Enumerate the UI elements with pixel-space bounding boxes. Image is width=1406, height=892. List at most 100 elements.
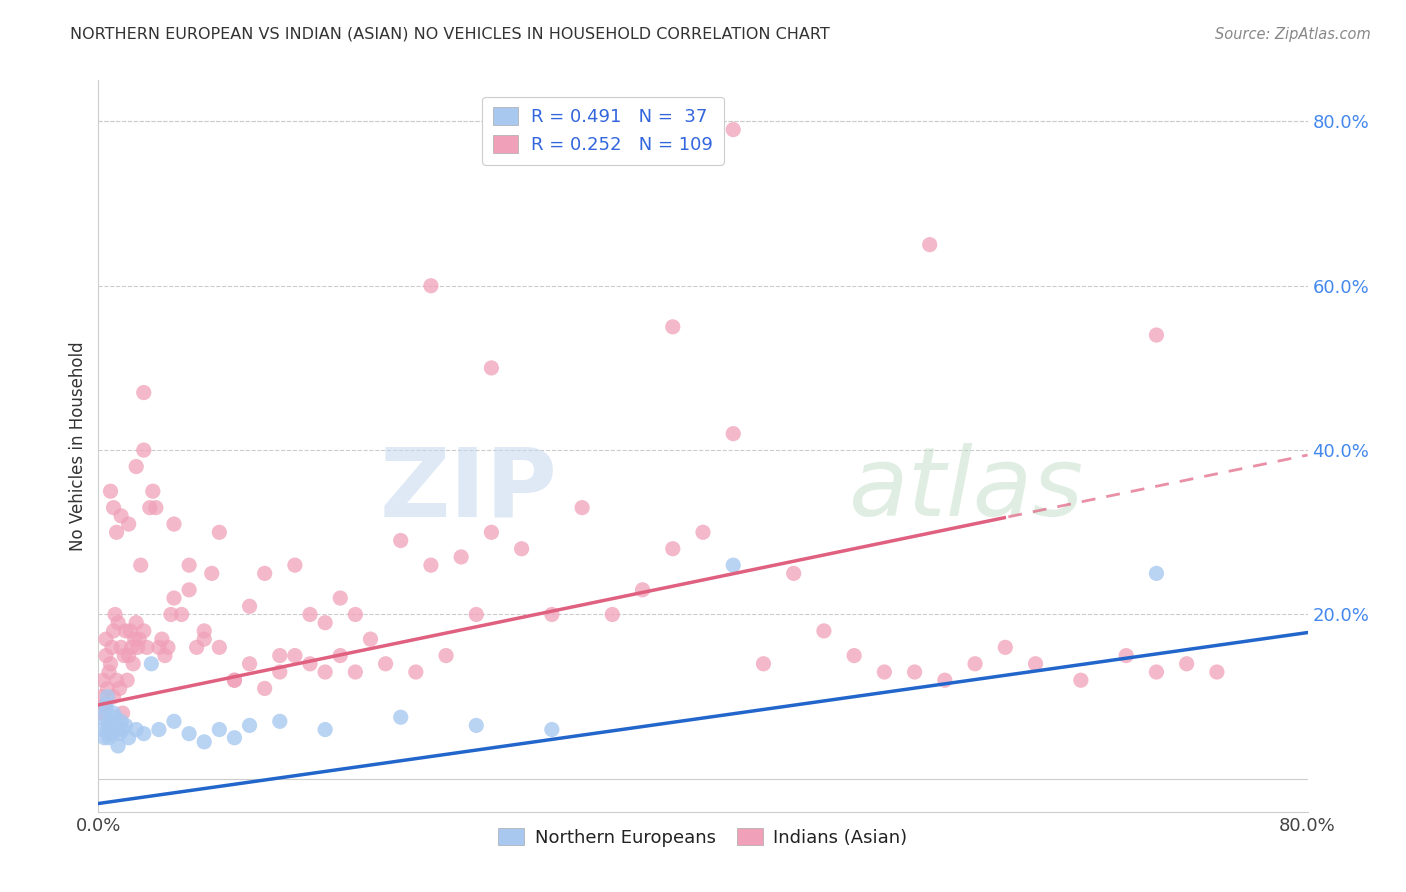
Point [1070, 673, 1092, 688]
Point [723, 426, 745, 441]
Point [994, 640, 1017, 655]
Point [253, 566, 276, 581]
Point [344, 665, 367, 679]
Point [153, 648, 176, 663]
Point [100, 657, 122, 671]
Point [299, 607, 322, 622]
Point [179, 582, 201, 597]
Point [100, 718, 122, 732]
Point [110, 508, 132, 523]
Point [170, 607, 193, 622]
Point [101, 640, 124, 655]
Point [844, 648, 866, 663]
Point [156, 640, 179, 655]
Point [1144, 566, 1167, 581]
Point [118, 731, 141, 745]
Point [98, 714, 121, 729]
Point [284, 558, 307, 573]
Point [723, 558, 745, 573]
Point [107, 739, 129, 753]
Point [103, 690, 125, 704]
Point [374, 657, 396, 671]
Point [186, 640, 208, 655]
Point [450, 549, 472, 564]
Point [91, 673, 114, 688]
Point [111, 706, 134, 720]
Point [118, 517, 141, 532]
Point [420, 558, 443, 573]
Point [389, 710, 412, 724]
Point [224, 673, 246, 688]
Point [98, 665, 121, 679]
Point [783, 566, 806, 581]
Point [873, 665, 896, 679]
Point [201, 566, 224, 581]
Point [239, 718, 262, 732]
Text: Source: ZipAtlas.com: Source: ZipAtlas.com [1215, 27, 1371, 42]
Point [90, 710, 112, 724]
Point [94, 632, 117, 647]
Point [139, 500, 162, 515]
Point [105, 525, 128, 540]
Point [114, 718, 136, 732]
Point [314, 723, 336, 737]
Point [510, 541, 533, 556]
Point [1144, 665, 1167, 679]
Point [163, 591, 186, 605]
Point [1024, 657, 1046, 671]
Point [571, 500, 593, 515]
Point [124, 632, 146, 647]
Point [269, 648, 291, 663]
Point [96, 690, 118, 704]
Point [111, 723, 134, 737]
Point [100, 484, 122, 499]
Point [284, 648, 307, 663]
Point [602, 607, 624, 622]
Text: ZIP: ZIP [380, 443, 558, 536]
Point [94, 698, 117, 712]
Point [465, 718, 488, 732]
Point [90, 690, 112, 704]
Point [145, 500, 167, 515]
Point [934, 673, 956, 688]
Point [540, 607, 562, 622]
Point [481, 360, 503, 375]
Point [105, 673, 128, 688]
Point [813, 624, 835, 638]
Point [224, 731, 246, 745]
Point [344, 607, 367, 622]
Point [125, 459, 148, 474]
Point [112, 648, 135, 663]
Point [108, 726, 131, 740]
Point [269, 714, 291, 729]
Point [96, 681, 118, 696]
Point [481, 525, 503, 540]
Point [1206, 665, 1229, 679]
Point [163, 714, 186, 729]
Point [132, 385, 155, 400]
Point [91, 723, 114, 737]
Point [114, 624, 136, 638]
Point [723, 122, 745, 136]
Point [208, 525, 231, 540]
Point [125, 615, 148, 630]
Point [299, 657, 322, 671]
Point [148, 640, 170, 655]
Point [434, 648, 457, 663]
Point [105, 723, 128, 737]
Point [101, 726, 124, 740]
Point [208, 640, 231, 655]
Point [93, 698, 115, 712]
Point [93, 731, 115, 745]
Point [661, 541, 683, 556]
Point [420, 278, 443, 293]
Text: NORTHERN EUROPEAN VS INDIAN (ASIAN) NO VEHICLES IN HOUSEHOLD CORRELATION CHART: NORTHERN EUROPEAN VS INDIAN (ASIAN) NO V… [70, 27, 830, 42]
Point [135, 640, 157, 655]
Point [179, 558, 201, 573]
Point [1144, 328, 1167, 343]
Point [103, 624, 125, 638]
Point [127, 640, 149, 655]
Point [103, 706, 125, 720]
Point [122, 657, 145, 671]
Point [98, 731, 121, 745]
